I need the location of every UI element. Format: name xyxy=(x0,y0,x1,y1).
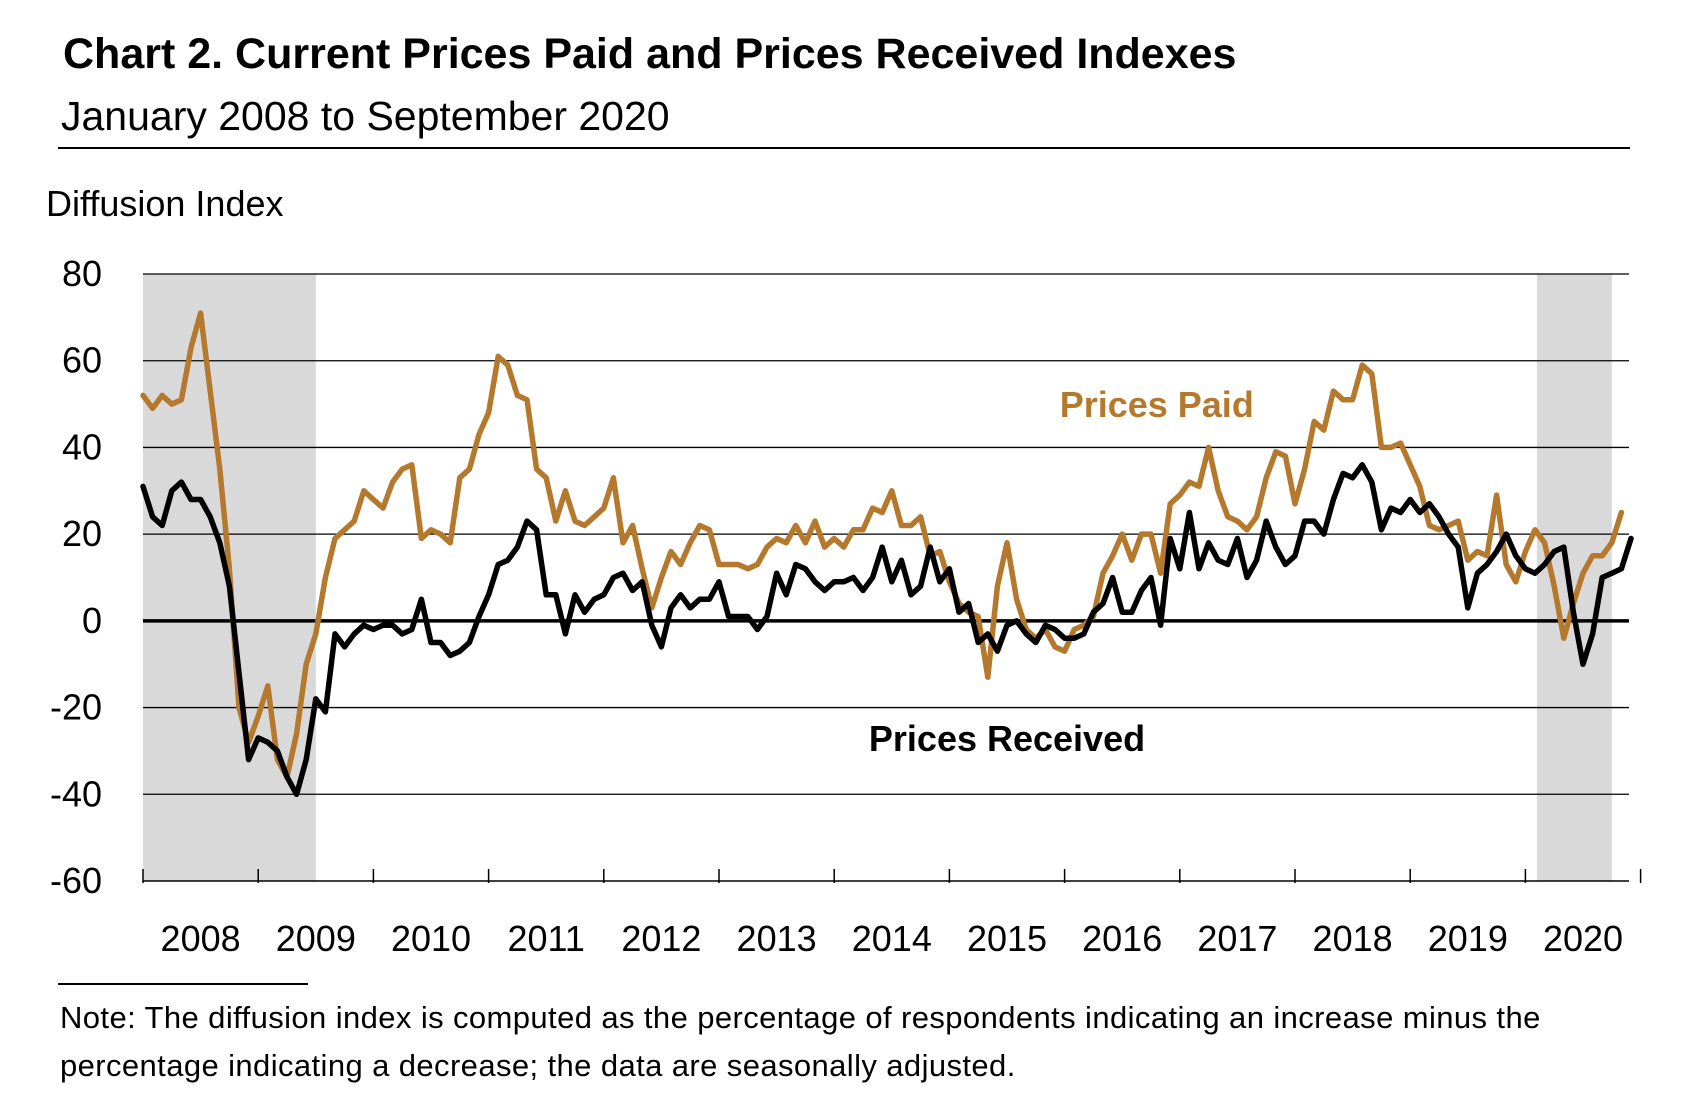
x-tick-label: 2016 xyxy=(1082,918,1162,959)
x-tick-label: 2015 xyxy=(967,918,1047,959)
y-tick-label: 20 xyxy=(62,513,102,554)
gridlines xyxy=(143,273,1629,795)
x-tick-label: 2010 xyxy=(391,918,471,959)
axes: 80 60 40 20 0 -20 -40 -60 2008 2009 2010 2011 2012 20… xyxy=(50,253,1642,959)
series-lines xyxy=(140,310,1634,798)
y-tick-label: -60 xyxy=(50,860,102,901)
prices-received-label: Prices Received xyxy=(869,718,1145,759)
y-tick-label: -20 xyxy=(50,687,102,728)
x-tick-label: 2009 xyxy=(276,918,356,959)
y-axis-label: Diffusion Index xyxy=(46,183,284,224)
x-tick-label: 2008 xyxy=(161,918,241,959)
prices-paid-line xyxy=(140,310,1625,780)
chart-subtitle: January 2008 to September 2020 xyxy=(61,93,670,139)
x-tick-label: 2020 xyxy=(1543,918,1623,959)
series-labels: Prices Paid Prices Received xyxy=(869,384,1254,759)
recession-shade-1 xyxy=(1536,274,1612,881)
y-tick-label: 80 xyxy=(62,253,102,294)
chart-note: Note: The diffusion index is computed as… xyxy=(60,1000,1541,1083)
y-tick-label: 60 xyxy=(62,340,102,381)
title-divider xyxy=(58,147,1630,149)
prices-paid-label: Prices Paid xyxy=(1060,384,1254,425)
chart-title: Chart 2. Current Prices Paid and Prices … xyxy=(63,30,1237,78)
x-tick-label: 2014 xyxy=(852,918,932,959)
y-tick-label: -40 xyxy=(50,773,102,814)
x-tick-label: 2017 xyxy=(1197,918,1277,959)
prices-received-line xyxy=(140,462,1634,798)
recession-shading xyxy=(143,274,1612,881)
y-tick-label: 0 xyxy=(82,600,102,641)
x-tick-label: 2012 xyxy=(621,918,701,959)
x-tick-label: 2019 xyxy=(1428,918,1508,959)
y-tick-label: 40 xyxy=(62,426,102,467)
x-tick-label: 2013 xyxy=(737,918,817,959)
line-chart: 80 60 40 20 0 -20 -40 -60 2008 2009 2010 2011 2012 20… xyxy=(50,253,1642,959)
note-divider xyxy=(58,983,308,985)
x-tick-label: 2011 xyxy=(507,918,584,959)
x-tick-label: 2018 xyxy=(1313,918,1393,959)
